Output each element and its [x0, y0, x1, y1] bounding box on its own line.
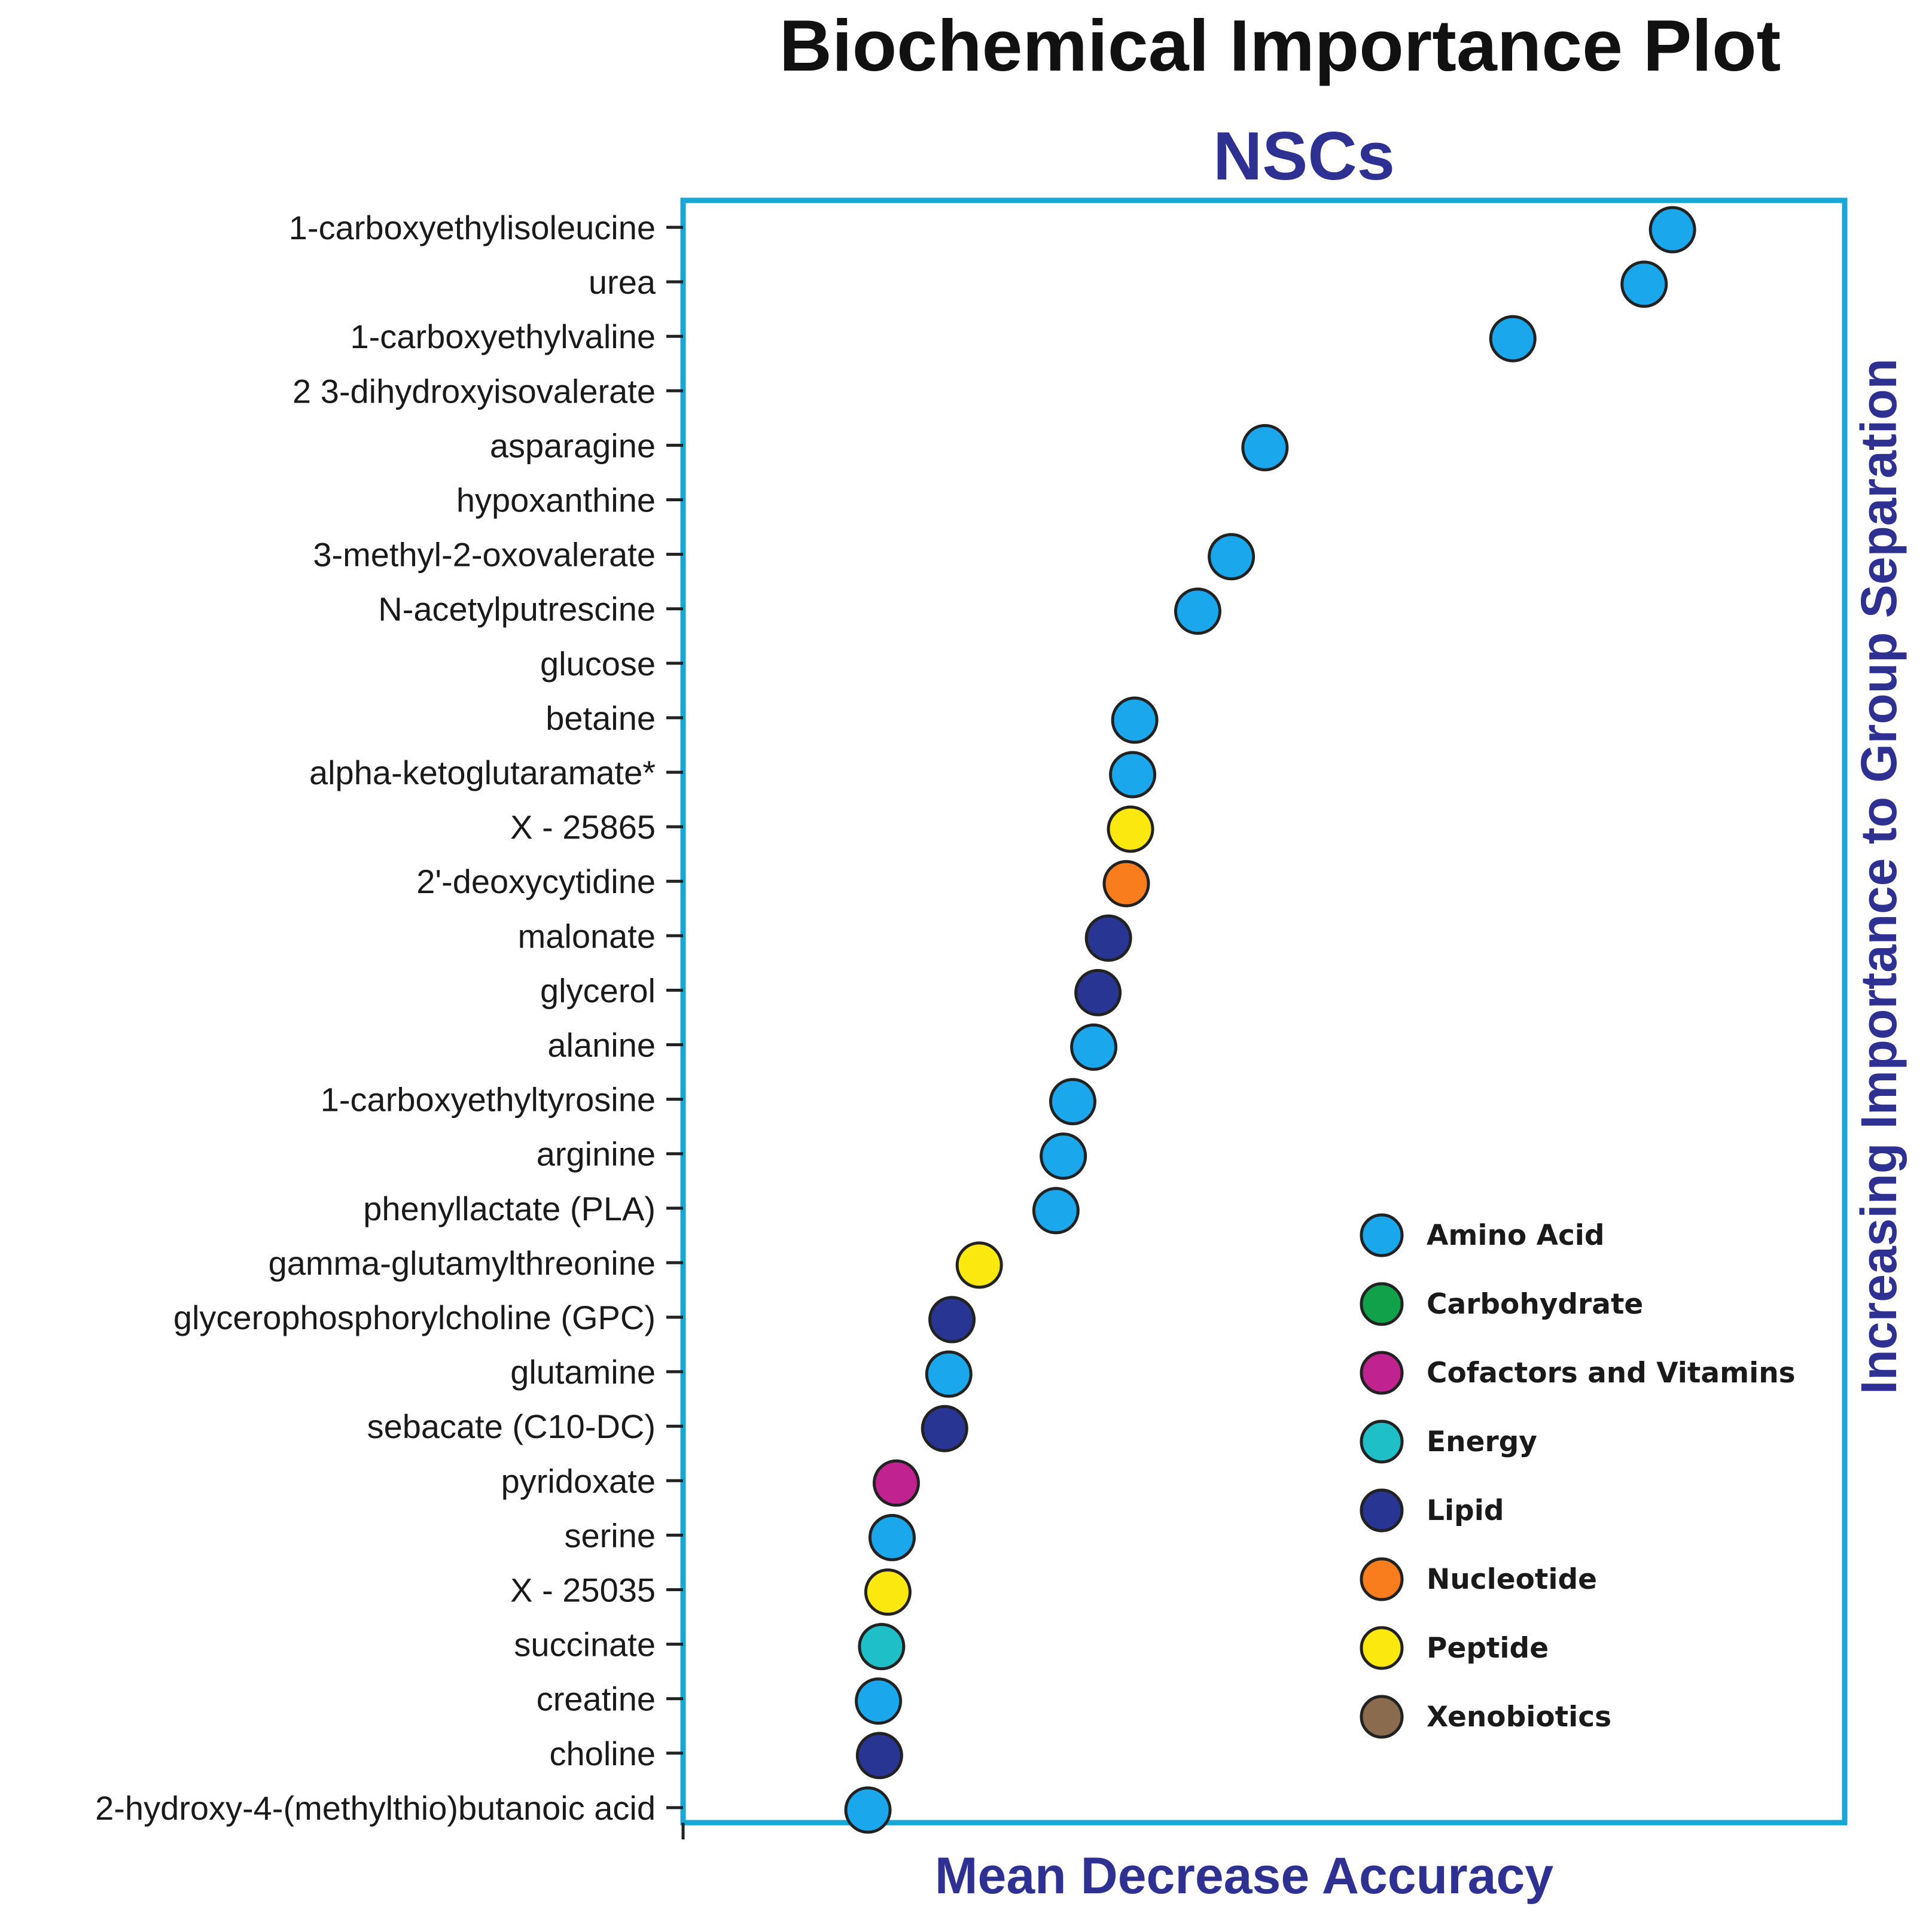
y-tick-label: 2-hydroxy-4-(methylthio)butanoic acid	[95, 1789, 656, 1827]
legend-swatch	[1360, 1695, 1404, 1739]
y-tick-label: glucose	[540, 645, 656, 683]
data-points	[844, 206, 1696, 1834]
legend-swatch	[1360, 1488, 1404, 1533]
legend-label: Carbohydrate	[1427, 1288, 1643, 1321]
y-tick-label: asparagine	[490, 427, 656, 464]
legend-swatch	[1360, 1419, 1404, 1464]
data-point	[864, 1568, 912, 1616]
y-tick-label: succinate	[514, 1626, 656, 1664]
y-tick-label: X - 25865	[510, 808, 656, 846]
data-point	[872, 1459, 920, 1507]
y-tick-label: glycerophosphorylcholine (GPC)	[173, 1299, 656, 1336]
legend-swatch	[1360, 1351, 1404, 1395]
chart-subtitle: NSCs	[1213, 118, 1395, 194]
data-point	[928, 1296, 976, 1344]
data-point	[868, 1513, 916, 1561]
data-point	[1102, 860, 1150, 907]
legend-label: Lipid	[1427, 1494, 1504, 1527]
legend-label: Amino Acid	[1427, 1219, 1605, 1252]
x-axis-label: Mean Decrease Accuracy	[935, 1847, 1553, 1905]
y-axis-label: Increasing Importance to Group Separatio…	[1851, 358, 1907, 1394]
y-tick-label: phenyllactate (PLA)	[363, 1190, 656, 1227]
y-tick-label: 2 3-dihydroxyisovalerate	[292, 372, 656, 410]
data-point	[1032, 1187, 1080, 1235]
data-point	[1049, 1078, 1096, 1126]
data-point	[1111, 696, 1159, 744]
data-point	[1074, 968, 1122, 1016]
y-tick-label: glycerol	[540, 971, 656, 1009]
data-point	[1620, 260, 1668, 308]
y-tick-label: 2'-deoxycytidine	[416, 863, 656, 900]
data-point	[855, 1732, 903, 1780]
data-point	[858, 1623, 906, 1671]
y-tick-label: betaine	[546, 699, 656, 737]
legend-label: Cofactors and Vitamins	[1427, 1357, 1796, 1390]
y-tick-label: urea	[589, 263, 656, 301]
data-point	[1084, 914, 1132, 962]
legend-label: Xenobiotics	[1427, 1701, 1611, 1734]
data-point	[1107, 805, 1154, 853]
data-point	[1648, 206, 1696, 254]
data-point	[1070, 1023, 1118, 1071]
legend-label: Nucleotide	[1427, 1563, 1597, 1596]
y-tick-label: pyridoxate	[501, 1462, 656, 1500]
y-axis-labels: 1-carboxyethylisoleucine urea 1-carboxyeth…	[95, 209, 683, 1827]
y-tick-label: gamma-glutamylthreonine	[269, 1244, 656, 1282]
y-tick-label: X - 25035	[510, 1571, 656, 1609]
data-point	[1109, 751, 1157, 799]
legend-swatch	[1360, 1557, 1404, 1601]
y-tick-label: creatine	[537, 1680, 656, 1718]
data-point	[955, 1241, 1003, 1289]
data-point	[844, 1786, 892, 1834]
y-tick-label: glutamine	[510, 1353, 656, 1391]
y-tick-label: serine	[564, 1516, 656, 1554]
data-point	[921, 1405, 968, 1452]
data-point	[1489, 315, 1537, 363]
legend: Amino Acid Carbohydrate Cofactors and Vita…	[1360, 1213, 1796, 1739]
legend-swatch	[1360, 1213, 1404, 1257]
y-tick-label: choline	[550, 1735, 656, 1772]
data-point	[1241, 424, 1289, 471]
chart-title: Biochemical Importance Plot	[779, 5, 1781, 86]
data-point	[1174, 587, 1221, 635]
legend-label: Peptide	[1427, 1632, 1549, 1665]
y-tick-label: hypoxanthine	[456, 482, 656, 519]
plot-frame	[680, 197, 1848, 1826]
y-tick-label: N-acetylputrescine	[378, 590, 656, 628]
data-point	[1040, 1132, 1087, 1180]
legend-swatch	[1360, 1282, 1404, 1326]
y-tick-label: alpha-ketoglutaramate*	[309, 754, 656, 791]
y-tick-label: alanine	[547, 1026, 656, 1064]
data-point	[1208, 533, 1256, 581]
y-tick-label: sebacate (C10-DC)	[367, 1408, 656, 1445]
y-tick-label: malonate	[518, 917, 656, 955]
y-tick-label: 1-carboxyethylisoleucine	[289, 209, 656, 246]
legend-label: Energy	[1427, 1425, 1537, 1458]
legend-swatch	[1360, 1626, 1404, 1670]
y-tick-label: 3-methyl-2-oxovalerate	[313, 536, 656, 574]
data-point	[925, 1350, 973, 1398]
y-tick-label: 1-carboxyethyltyrosine	[321, 1081, 656, 1119]
y-tick-label: arginine	[537, 1135, 656, 1173]
data-point	[855, 1677, 903, 1725]
y-tick-label: 1-carboxyethylvaline	[351, 318, 656, 355]
